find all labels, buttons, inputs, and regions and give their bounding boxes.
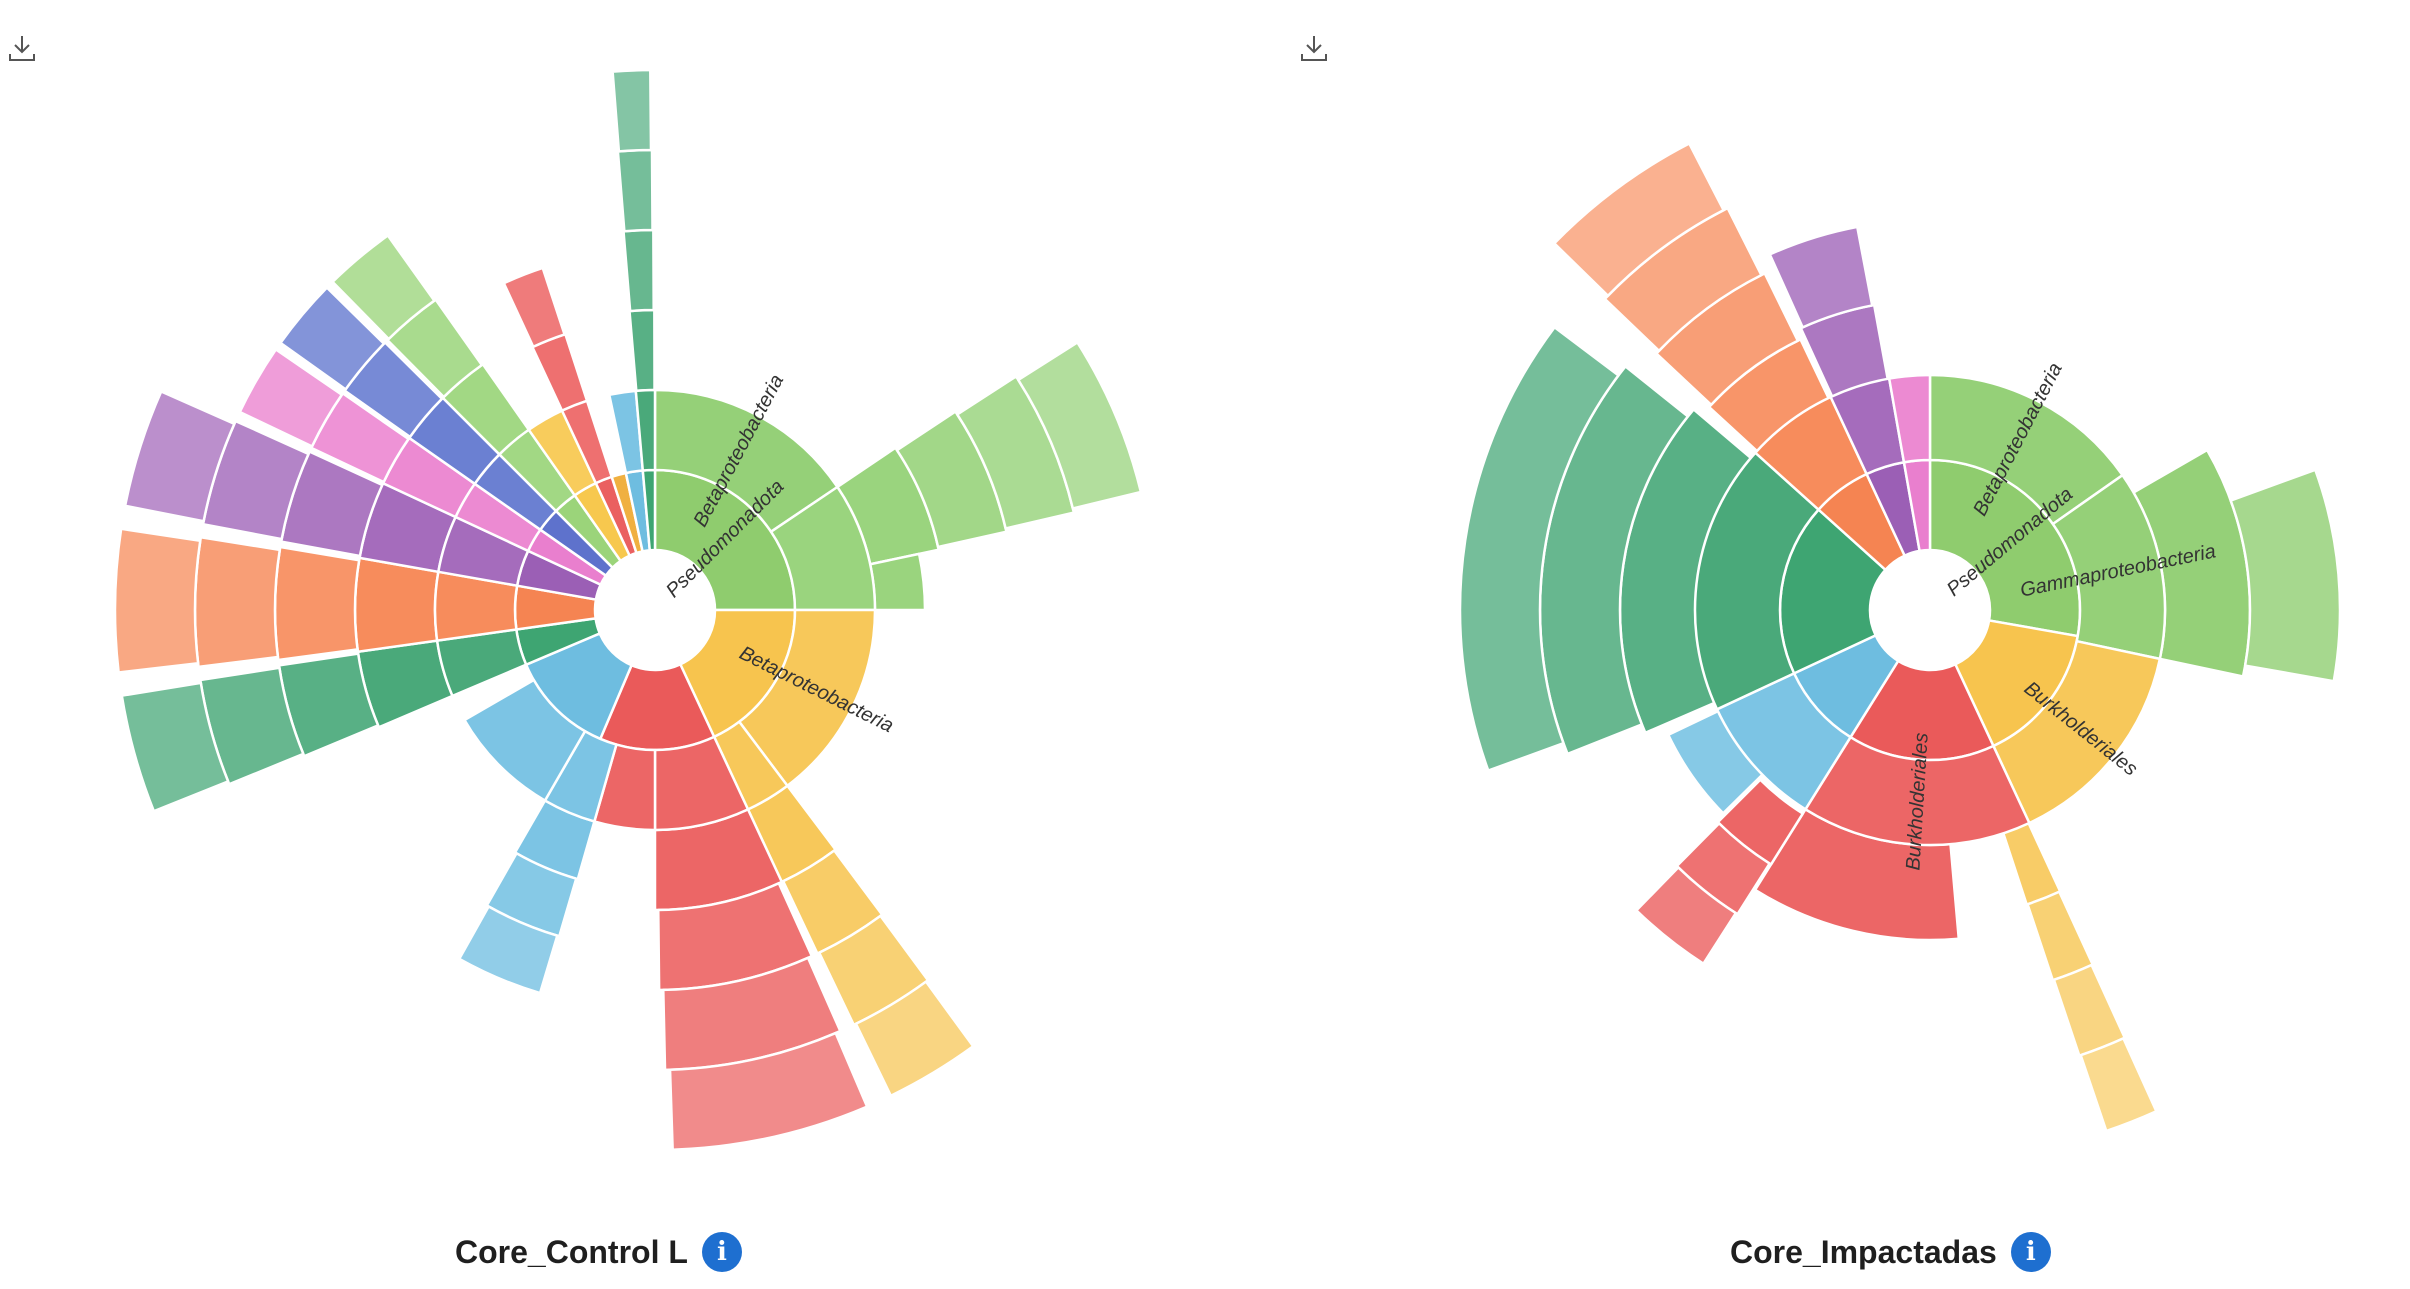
info-icon[interactable]: i <box>701 1232 742 1272</box>
download-icon[interactable] <box>1298 32 1330 64</box>
sunburst-chart-control: PseudomonadotaBetaproteobacteriaBetaprot… <box>113 68 1143 1151</box>
chart-panel-impactadas: Pseudomonadota Betaproteobacteria Gammapro… <box>1290 0 2410 1289</box>
info-icon[interactable]: i <box>2010 1232 2051 1272</box>
sunburst-segment[interactable] <box>463 678 587 802</box>
sunburst-segment[interactable] <box>123 390 236 523</box>
sunburst-segment[interactable] <box>2026 890 2094 982</box>
sunburst-segment[interactable] <box>854 980 975 1098</box>
sunburst-segment[interactable] <box>560 399 613 485</box>
chart-title: Core_Impactadas <box>1730 1233 1997 1270</box>
sunburst-segment[interactable] <box>2079 1037 2158 1133</box>
sunburst-segment[interactable] <box>1635 866 1738 965</box>
sunburst-segment[interactable] <box>868 552 927 612</box>
sunburst-segment[interactable] <box>457 905 559 995</box>
chart-title: Core_Control L <box>455 1233 688 1270</box>
sunburst-segment[interactable] <box>616 148 654 233</box>
sunburst-chart-impactadas: PseudomonadotaBetaproteobacteriaGammapro… <box>1458 142 2342 1133</box>
sunburst-segment[interactable] <box>502 266 566 349</box>
sunburst-segment[interactable] <box>531 332 589 412</box>
sunburst-segment[interactable] <box>273 545 361 662</box>
sunburst-segment[interactable] <box>628 308 656 393</box>
sunburst-segment[interactable] <box>120 681 230 813</box>
sunburst-segment[interactable] <box>622 228 655 313</box>
sunburst-segment[interactable] <box>1458 326 1620 772</box>
chart-panel-control: Pseudomonadota Betaproteobacteria Betaprot… <box>6 32 1143 1272</box>
sunburst-segment[interactable] <box>1887 373 1932 464</box>
sunburst-segment[interactable] <box>331 234 436 341</box>
sunburst-segment[interactable] <box>634 388 657 472</box>
sunburst-segment[interactable] <box>279 286 386 391</box>
sunburst-segment[interactable] <box>238 348 344 448</box>
sunburst-segment[interactable] <box>1768 225 1874 329</box>
sunburst-segment[interactable] <box>353 556 440 654</box>
sunburst-segment[interactable] <box>611 68 653 153</box>
sunburst-segment[interactable] <box>113 527 202 674</box>
sunburst-segment[interactable] <box>2229 468 2342 683</box>
sunburst-segment[interactable] <box>1017 341 1143 510</box>
sunburst-segment[interactable] <box>668 1031 869 1151</box>
sunburst-segment[interactable] <box>193 535 282 669</box>
sunburst-segment[interactable] <box>1553 142 1725 297</box>
download-icon[interactable] <box>6 32 38 64</box>
